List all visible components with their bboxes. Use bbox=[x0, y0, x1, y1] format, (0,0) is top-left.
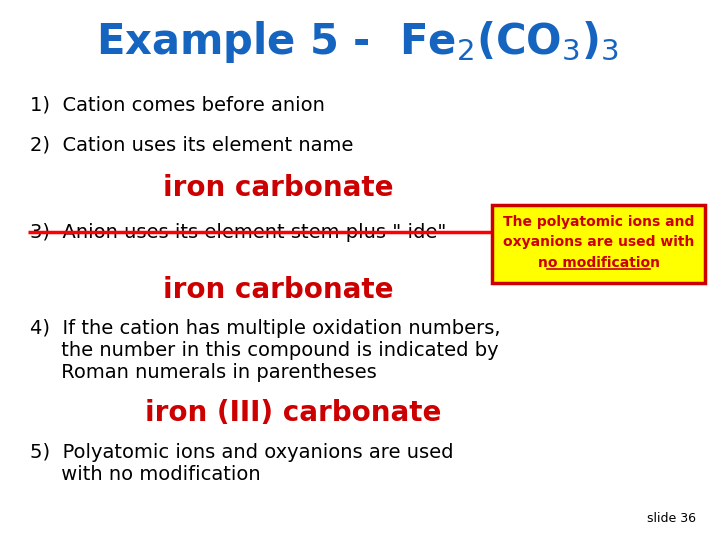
Text: iron carbonate: iron carbonate bbox=[163, 174, 393, 202]
Text: 3)  Anion uses its element stem plus " ide": 3) Anion uses its element stem plus " id… bbox=[30, 222, 446, 241]
Text: 1)  Cation comes before anion: 1) Cation comes before anion bbox=[30, 96, 325, 114]
Text: Roman numerals in parentheses: Roman numerals in parentheses bbox=[30, 362, 377, 381]
Text: no modification: no modification bbox=[538, 256, 660, 270]
FancyBboxPatch shape bbox=[492, 205, 706, 283]
Text: iron carbonate: iron carbonate bbox=[163, 276, 393, 304]
Text: 4)  If the cation has multiple oxidation numbers,: 4) If the cation has multiple oxidation … bbox=[30, 319, 500, 338]
Text: 2)  Cation uses its element name: 2) Cation uses its element name bbox=[30, 136, 354, 154]
Text: The polyatomic ions and: The polyatomic ions and bbox=[503, 215, 694, 229]
Text: the number in this compound is indicated by: the number in this compound is indicated… bbox=[30, 341, 498, 360]
Text: with no modification: with no modification bbox=[30, 465, 261, 484]
Text: oxyanions are used with: oxyanions are used with bbox=[503, 235, 694, 249]
Text: Example 5 -  Fe$_2$(CO$_3$)$_3$: Example 5 - Fe$_2$(CO$_3$)$_3$ bbox=[96, 19, 619, 65]
Text: 5)  Polyatomic ions and oxyanions are used: 5) Polyatomic ions and oxyanions are use… bbox=[30, 443, 454, 462]
Text: iron (III) carbonate: iron (III) carbonate bbox=[145, 399, 441, 427]
Text: slide 36: slide 36 bbox=[647, 512, 696, 525]
